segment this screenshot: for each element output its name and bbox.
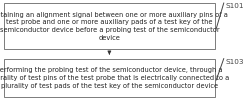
Text: S103: S103 — [225, 59, 244, 65]
FancyBboxPatch shape — [4, 59, 215, 97]
Text: S101: S101 — [225, 3, 244, 9]
FancyBboxPatch shape — [4, 3, 215, 49]
Text: Performing the probing test of the semiconductor device, through a
plurality of : Performing the probing test of the semic… — [0, 67, 229, 89]
Text: Obtaining an alignment signal between one or more auxiliary pins of a
test probe: Obtaining an alignment signal between on… — [0, 12, 228, 41]
